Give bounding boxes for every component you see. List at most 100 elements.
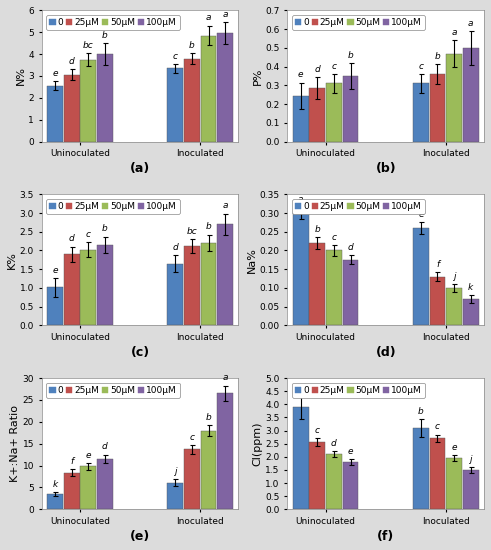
- Bar: [326, 84, 342, 141]
- Text: k: k: [53, 480, 57, 489]
- Text: d: d: [102, 442, 108, 452]
- Bar: [184, 246, 200, 326]
- Text: b: b: [102, 31, 108, 40]
- Y-axis label: K%: K%: [7, 251, 17, 269]
- Bar: [81, 250, 96, 326]
- Text: f: f: [70, 457, 73, 466]
- Y-axis label: Cl(ppm): Cl(ppm): [252, 421, 263, 466]
- Bar: [201, 431, 217, 509]
- X-axis label: (e): (e): [130, 530, 150, 543]
- Text: e: e: [451, 443, 457, 452]
- Text: a: a: [451, 28, 457, 37]
- Text: e: e: [348, 447, 353, 455]
- Text: c: c: [331, 62, 336, 71]
- Text: j: j: [174, 467, 177, 476]
- Legend: 0, 25μM, 50μM, 100μM: 0, 25μM, 50μM, 100μM: [46, 383, 180, 398]
- Bar: [97, 459, 113, 509]
- Text: e: e: [52, 69, 58, 78]
- Text: c: c: [86, 230, 91, 239]
- Bar: [309, 442, 325, 509]
- Bar: [413, 428, 429, 509]
- Bar: [47, 86, 63, 141]
- Legend: 0, 25μM, 50μM, 100μM: 0, 25μM, 50μM, 100μM: [292, 199, 425, 214]
- Bar: [47, 287, 63, 326]
- Bar: [64, 75, 80, 141]
- Text: b: b: [102, 224, 108, 233]
- Text: c: c: [173, 52, 178, 60]
- Text: d: d: [69, 234, 75, 244]
- Bar: [326, 454, 342, 509]
- Text: a: a: [222, 201, 228, 211]
- Text: a: a: [298, 195, 303, 204]
- Text: bc: bc: [187, 227, 197, 236]
- Text: b: b: [348, 51, 354, 59]
- Legend: 0, 25μM, 50μM, 100μM: 0, 25μM, 50μM, 100μM: [292, 383, 425, 398]
- Bar: [446, 288, 462, 326]
- Text: a: a: [206, 13, 211, 23]
- X-axis label: (b): (b): [376, 162, 396, 175]
- Bar: [463, 299, 479, 326]
- Text: a: a: [468, 19, 473, 28]
- Y-axis label: N%: N%: [16, 67, 26, 85]
- Y-axis label: Na%: Na%: [247, 247, 257, 273]
- Text: c: c: [190, 433, 194, 442]
- Bar: [326, 250, 342, 326]
- Bar: [217, 393, 233, 509]
- Bar: [64, 254, 80, 326]
- Bar: [167, 68, 183, 141]
- Text: b: b: [206, 222, 212, 232]
- Text: d: d: [331, 439, 337, 448]
- Bar: [97, 245, 113, 326]
- Text: e: e: [52, 266, 58, 274]
- Text: b: b: [435, 52, 440, 60]
- X-axis label: (c): (c): [131, 346, 150, 359]
- Bar: [413, 84, 429, 141]
- Bar: [343, 76, 358, 141]
- Bar: [293, 96, 308, 141]
- Text: a: a: [222, 373, 228, 382]
- Bar: [47, 494, 63, 509]
- Bar: [217, 224, 233, 326]
- Bar: [167, 263, 183, 326]
- Bar: [81, 466, 96, 509]
- Text: bc: bc: [83, 41, 94, 50]
- Text: j: j: [469, 455, 472, 464]
- Text: b: b: [206, 413, 212, 422]
- Bar: [293, 213, 308, 326]
- Text: b: b: [418, 406, 424, 415]
- Legend: 0, 25μM, 50μM, 100μM: 0, 25μM, 50μM, 100μM: [292, 15, 425, 30]
- Bar: [201, 36, 217, 141]
- Bar: [97, 54, 113, 141]
- Legend: 0, 25μM, 50μM, 100μM: 0, 25μM, 50μM, 100μM: [46, 15, 180, 30]
- Bar: [430, 438, 445, 509]
- Bar: [446, 53, 462, 141]
- Bar: [430, 277, 445, 326]
- X-axis label: (f): (f): [377, 530, 394, 543]
- Bar: [293, 407, 308, 509]
- Legend: 0, 25μM, 50μM, 100μM: 0, 25μM, 50μM, 100μM: [46, 199, 180, 214]
- Text: c: c: [418, 62, 423, 71]
- Text: a: a: [298, 383, 303, 392]
- Text: f: f: [436, 260, 439, 269]
- Text: b: b: [189, 41, 195, 50]
- Text: e: e: [298, 70, 303, 79]
- Bar: [463, 470, 479, 509]
- Bar: [81, 59, 96, 141]
- Bar: [463, 48, 479, 141]
- Text: d: d: [69, 57, 75, 66]
- Bar: [64, 473, 80, 509]
- Bar: [343, 462, 358, 509]
- Text: c: c: [331, 233, 336, 241]
- Bar: [217, 34, 233, 141]
- Y-axis label: P%: P%: [252, 67, 263, 85]
- Bar: [343, 260, 358, 326]
- Bar: [184, 449, 200, 509]
- X-axis label: (a): (a): [130, 162, 150, 175]
- Text: e: e: [418, 210, 424, 219]
- Text: j: j: [453, 272, 455, 281]
- Bar: [167, 482, 183, 509]
- Text: a: a: [222, 10, 228, 19]
- Text: k: k: [468, 283, 473, 292]
- Text: b: b: [314, 225, 320, 234]
- Bar: [430, 74, 445, 141]
